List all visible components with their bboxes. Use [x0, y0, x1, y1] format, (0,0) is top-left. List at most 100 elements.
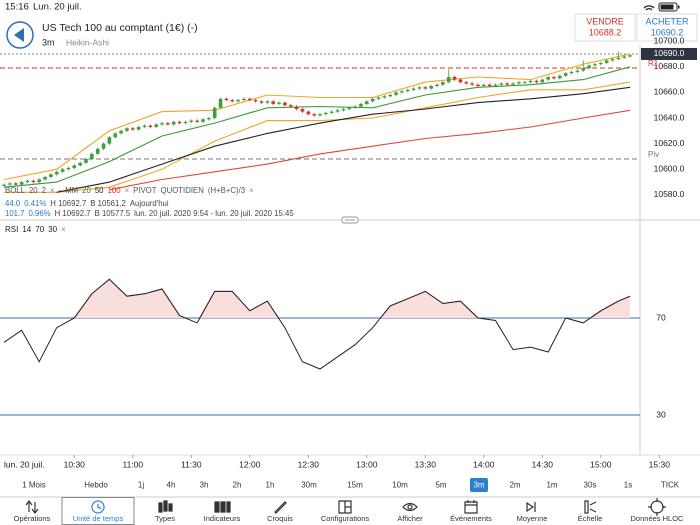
candle-body: [435, 84, 439, 86]
toolbar-icon: [402, 502, 418, 512]
candle-body: [171, 121, 176, 125]
timeframe-option[interactable]: 1 Mois: [22, 481, 46, 490]
legend-item: B 10561.2: [90, 199, 126, 208]
time-tick-label: 10:30: [64, 459, 86, 469]
candle-body: [405, 89, 410, 92]
timeframe-option[interactable]: TICK: [661, 481, 680, 490]
timeframe-label: TICK: [661, 481, 680, 490]
timeframe-option[interactable]: Hebdo: [84, 481, 108, 490]
candle-body: [481, 84, 486, 86]
toolbar-button[interactable]: Opérations: [14, 500, 51, 523]
toolbar-button[interactable]: Types: [155, 500, 175, 523]
toolbar-button[interactable]: Données HLOC: [631, 498, 685, 523]
chart-type-label: Heikin-Ashi: [66, 37, 109, 47]
candle-body: [423, 87, 428, 89]
candle-body: [288, 105, 293, 107]
toolbar-icon: [464, 500, 478, 514]
toolbar-button[interactable]: Échelle: [578, 500, 603, 523]
toolbar-label: Types: [155, 514, 175, 523]
candle-body: [183, 121, 188, 124]
timeframe-option[interactable]: 2h: [233, 481, 242, 490]
legend-item: (H+B+C)/3: [208, 186, 245, 195]
rsi-panel: RSI 14 70 30 × 70 30: [0, 225, 666, 419]
timeframe-label: 1m: [546, 481, 557, 490]
candle-body: [95, 148, 100, 154]
toolbar-button[interactable]: Afficher: [397, 502, 423, 523]
timeframe-label: 1j: [138, 481, 144, 490]
toolbar-icon: [526, 501, 536, 513]
legend-row: BOLL 20 2 × - MM 20 50 100 × PIVOT QUOTIDIEN (H+B+C)…: [5, 186, 254, 195]
buy-button[interactable]: ACHETER 10690.2: [636, 13, 698, 42]
candle-body: [72, 165, 77, 168]
toolbar-label: Indicateurs: [204, 514, 241, 523]
panel-divider[interactable]: [0, 216, 700, 224]
timeframe-option[interactable]: 30m: [301, 481, 317, 490]
timeframe-option[interactable]: 1j: [138, 481, 144, 490]
candle-body: [587, 65, 591, 69]
timeframe-label: 1s: [624, 481, 632, 490]
timeframe-label: 2h: [233, 481, 242, 490]
timeframe-option[interactable]: 15m: [347, 481, 363, 490]
timeframe-option[interactable]: 2m: [509, 481, 520, 490]
reference-label: R1: [648, 59, 659, 68]
time-tick-label: 13:30: [415, 459, 437, 469]
buy-price: 10690.2: [651, 27, 684, 37]
candle-body: [60, 169, 65, 172]
timeframe-option[interactable]: 10m: [392, 481, 408, 490]
candle-body: [130, 128, 135, 130]
timeframe-option[interactable]: 3h: [200, 481, 209, 490]
time-tick-label: 14:30: [532, 459, 554, 469]
legend-item: Aujourd'hui: [130, 199, 169, 208]
candle-body: [283, 102, 287, 106]
rsi-close: ×: [61, 225, 66, 234]
timeframe-option[interactable]: 3m: [470, 478, 488, 492]
sell-label: VENDRE: [586, 16, 624, 26]
rsi-tick-label: 70: [656, 312, 666, 322]
toolbar-icon: [584, 500, 597, 514]
candle-body: [236, 100, 240, 102]
toolbar-button[interactable]: Moyenne: [517, 501, 548, 523]
candle-body: [119, 130, 123, 134]
candle-body: [429, 85, 433, 89]
candle-body: [534, 80, 539, 83]
timeframe-option[interactable]: 1s: [624, 481, 632, 490]
price-tick-label: 10680.0: [654, 61, 685, 71]
back-button[interactable]: [6, 21, 34, 49]
toolbar-label: Moyenne: [517, 514, 548, 523]
legend-item: ×: [50, 186, 55, 195]
timeframe-option[interactable]: 5m: [435, 481, 446, 490]
indicator-line: [109, 109, 631, 191]
candle-body: [452, 77, 457, 80]
timeframe-option[interactable]: 30s: [584, 481, 597, 490]
legend-item: lun. 20 juil. 2020 9:54 - lun. 20 juil. …: [134, 209, 294, 218]
toolbar-button[interactable]: Configurations: [321, 500, 370, 523]
legend-item: 0.41%: [24, 199, 46, 208]
toolbar-label: Croquis: [267, 514, 293, 523]
candle-body: [136, 126, 141, 130]
candle-body: [242, 98, 246, 101]
overbought-fill: [74, 279, 631, 319]
time-tick-label: 12:00: [239, 459, 261, 469]
candle-body: [558, 75, 562, 79]
timeframe-selected: [470, 478, 488, 492]
toolbar-button[interactable]: Croquis: [267, 501, 293, 523]
toolbar-button[interactable]: Indicateurs: [204, 501, 241, 523]
timeframe-option[interactable]: 4h: [167, 481, 176, 490]
candle-body: [54, 171, 59, 175]
legend-item: QUOTIDIEN: [161, 186, 204, 195]
timeframe-label: 3h: [200, 481, 209, 490]
candle-body: [347, 107, 352, 110]
time-tick-label: 14:00: [473, 459, 495, 469]
toolbar-button[interactable]: Événements: [450, 500, 492, 523]
legend-item: H 10692.7: [55, 209, 91, 218]
price-tick-label: 10660.0: [654, 87, 685, 97]
sell-button[interactable]: VENDRE 10688.2: [574, 13, 636, 42]
candle-body: [212, 107, 217, 119]
candle-body: [522, 82, 527, 84]
candle-body: [201, 119, 205, 122]
timeframe-option[interactable]: 1h: [266, 481, 275, 490]
candle-body: [604, 60, 609, 63]
candle-body: [341, 109, 346, 111]
timeframe-option[interactable]: 1m: [546, 481, 557, 490]
candle-body: [540, 79, 545, 83]
